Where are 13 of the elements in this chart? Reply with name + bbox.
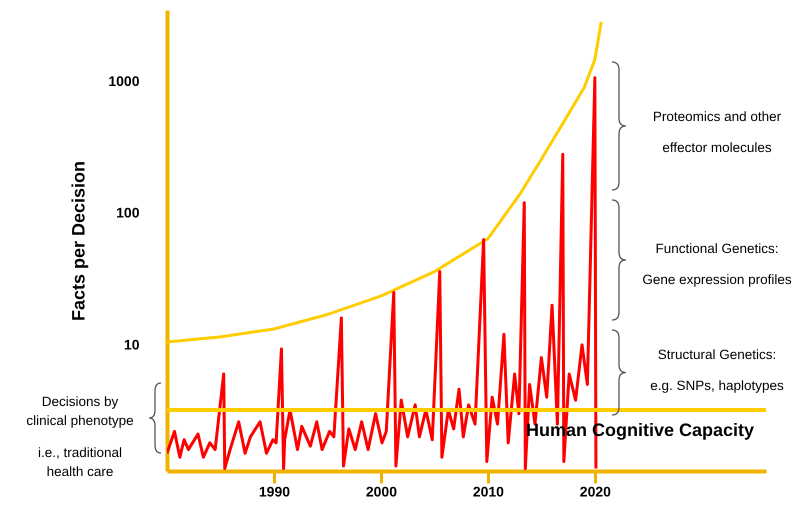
line-series — [167, 20, 603, 344]
x-tick-label: 2010 — [472, 484, 504, 500]
annotation: Structural Genetics: e.g. SNPs, haplotypes — [650, 347, 784, 393]
y-tick-label: 100 — [116, 204, 140, 221]
y-axis-title: Facts per Decision — [68, 160, 88, 322]
x-tick-label: 1990 — [258, 484, 290, 500]
y-tick-label: 10 — [124, 336, 140, 352]
annotation: Proteomics and other effector molecules — [652, 109, 782, 155]
text: Decisions by clinical phenotype i.e., traditional health care — [26, 394, 134, 479]
x-tick-label: 2000 — [366, 484, 398, 500]
annotation: Functional Genetics: Gene expression profiles — [642, 241, 792, 287]
y-tick-label: 1000 — [108, 73, 140, 90]
x-tick-label: 2020 — [580, 484, 612, 500]
